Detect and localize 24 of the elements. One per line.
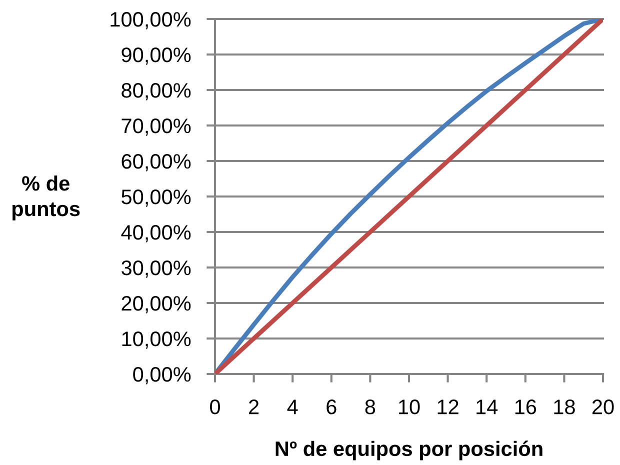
y-tick-label: 40,00% [121, 225, 191, 242]
x-axis-title: Nº de equipos por posición [276, 440, 542, 460]
x-tick-label: 20 [592, 400, 614, 414]
y-tick-label: 100,00% [110, 12, 191, 30]
y-tick-label: 30,00% [122, 260, 191, 278]
y-tick-label: 10,00% [122, 332, 191, 349]
x-tick-label: 18 [554, 400, 575, 414]
y-tick-label: 0,00% [133, 367, 191, 384]
y-tick-label: 60,00% [122, 154, 191, 172]
y-tick-label: 20,00% [122, 296, 191, 314]
x-tick-label: 16 [515, 400, 536, 414]
y-tick-label: 50,00% [122, 190, 191, 207]
y-axis-title: % de puntos [12, 175, 80, 220]
x-tick-label: 4 [287, 400, 298, 414]
x-tick-label: 6 [326, 400, 336, 414]
x-tick-label: 8 [365, 400, 376, 414]
x-tick-label: 0 [210, 400, 220, 414]
x-tick-label: 14 [476, 400, 498, 414]
x-tick-label: 12 [438, 400, 458, 414]
y-tick-label: 80,00% [122, 83, 191, 100]
y-tick-label: 70,00% [122, 118, 191, 136]
y-tick-label: 90,00% [122, 48, 191, 65]
x-tick-label: 2 [249, 400, 259, 414]
x-tick-label: 10 [399, 400, 420, 414]
